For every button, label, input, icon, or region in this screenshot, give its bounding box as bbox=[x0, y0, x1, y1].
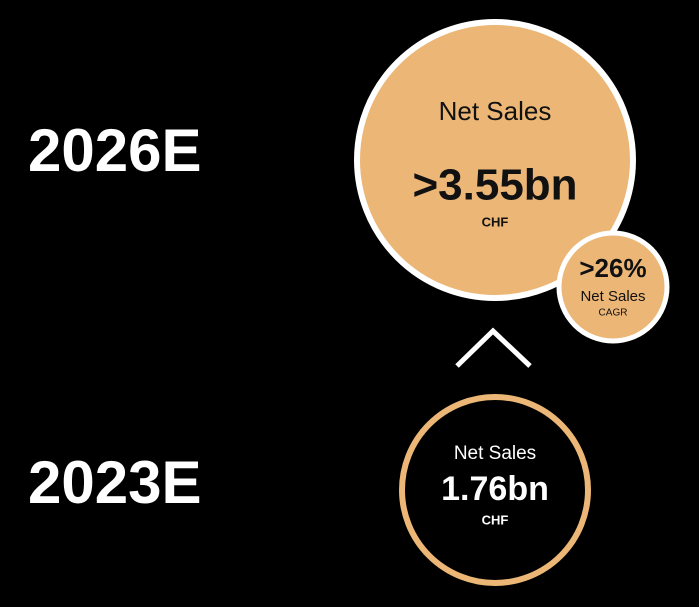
unit-label: CHF bbox=[482, 214, 509, 229]
metric-value: 1.76bn bbox=[441, 470, 549, 508]
metric-label: Net Sales bbox=[454, 443, 536, 464]
unit-label: CHF bbox=[482, 512, 509, 527]
growth-value: >26% bbox=[579, 253, 646, 283]
period-label: 2023E bbox=[28, 449, 202, 516]
metric-value: >3.55bn bbox=[412, 161, 577, 210]
chevron bbox=[455, 327, 532, 368]
metric-label: Net Sales bbox=[439, 96, 552, 126]
growth-circle bbox=[556, 230, 670, 344]
growth-metric: Net Sales bbox=[580, 288, 645, 305]
current-circle bbox=[399, 394, 591, 586]
future-circle bbox=[354, 19, 636, 301]
period-label: 2026E bbox=[28, 117, 202, 184]
growth-basis: CAGR bbox=[599, 308, 628, 319]
